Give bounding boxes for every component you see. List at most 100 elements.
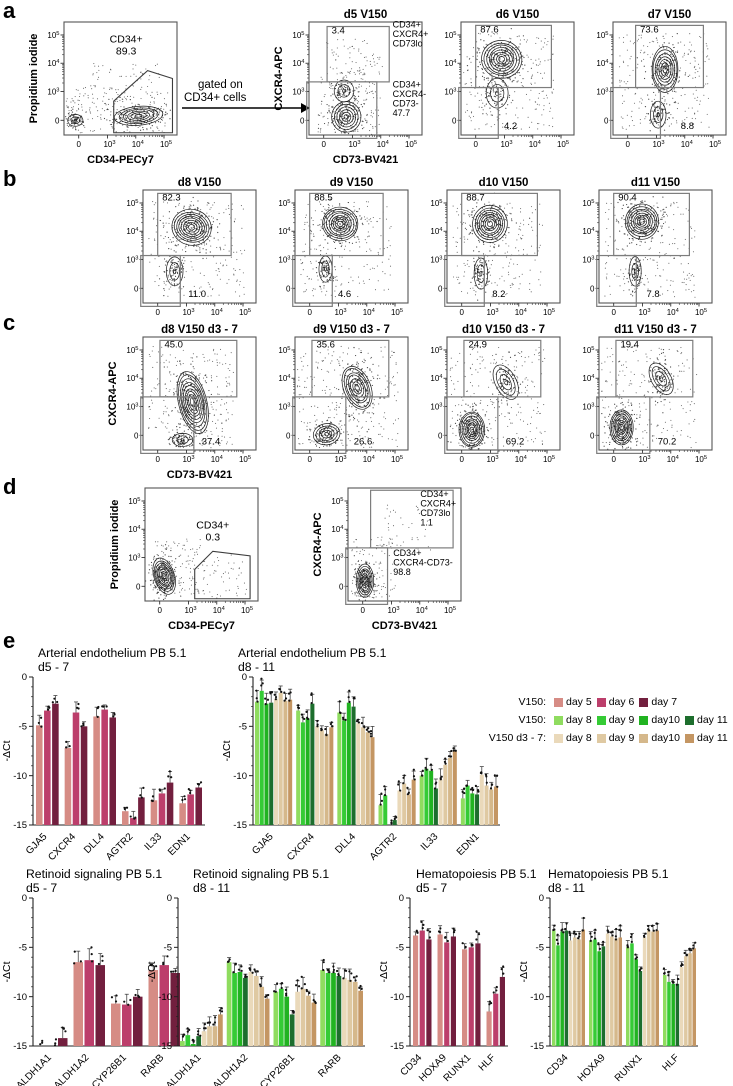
chart-y-axis-label: -ΔCt — [378, 961, 390, 982]
bar — [443, 764, 448, 825]
legend-swatch-icon — [554, 715, 563, 725]
svg-text:0: 0 — [438, 284, 443, 293]
bar — [479, 774, 484, 825]
legend-row-1: V150: day 5 day 6 day 7 — [488, 696, 733, 708]
svg-text:105: 105 — [126, 199, 138, 208]
bar — [232, 972, 237, 1046]
bar — [259, 986, 265, 1046]
legend-item-label: day 6 — [608, 696, 635, 708]
gate-rect — [157, 192, 232, 257]
flow-y-axis-label: Propidium iodide — [109, 500, 121, 590]
gate-rect — [596, 396, 651, 454]
svg-text:105: 105 — [239, 308, 251, 317]
bar — [411, 779, 416, 825]
chart-title: Retinoid signaling PB 5.1 — [193, 867, 329, 881]
bar-chart-2: Arterial endothelium PB 5.1 d8 - 11 0 -5 -10… — [212, 645, 512, 874]
svg-text:103: 103 — [103, 140, 115, 149]
bar — [610, 936, 614, 1046]
category-label: EDN1 — [166, 831, 193, 858]
gate-rect — [159, 339, 238, 398]
svg-text:0: 0 — [300, 116, 305, 125]
svg-text:105: 105 — [47, 31, 59, 40]
bar — [493, 786, 498, 825]
bar — [651, 931, 655, 1046]
bar — [226, 962, 232, 1046]
legend-item-label: day10 — [651, 714, 680, 726]
chart-title: Hematopoiesis PB 5.1 — [548, 867, 669, 881]
category-label: HLF — [660, 1052, 681, 1073]
category-label: IL33 — [419, 831, 441, 853]
svg-text:103: 103 — [292, 87, 304, 96]
flow-x-axis-label: CD73-BV421 — [167, 469, 232, 481]
bar — [315, 726, 320, 825]
gate-rect — [140, 396, 195, 454]
bar — [647, 930, 651, 1046]
svg-text:104: 104 — [681, 140, 694, 149]
bar-chart-3: Retinoid signaling PB 5.1 d5 - 7 0 -5 -10 -15… — [0, 866, 195, 1086]
legend-swatch-icon — [639, 733, 649, 743]
panel-label-d: d — [3, 474, 17, 499]
flow-x-axis-label: CD73-BV421 — [333, 154, 398, 166]
flow-plot-title: d10 V150 d3 - 7 — [462, 324, 545, 336]
bar — [101, 709, 108, 825]
category-label: ALDH1A1 — [164, 1052, 204, 1086]
bar — [577, 939, 581, 1046]
panel-label-c: c — [3, 310, 16, 335]
gate-percentage: 11.0 — [188, 289, 206, 300]
chart-subtitle: d5 - 7 — [26, 881, 57, 895]
bar — [248, 972, 254, 1046]
arrow-head-icon — [301, 103, 310, 113]
chart-y-axis-label: -ΔCt — [518, 961, 530, 982]
gate-percentage: 69.2 — [506, 436, 525, 447]
gate-label: 0.3 — [205, 532, 220, 544]
bar — [679, 967, 684, 1046]
bar — [264, 998, 270, 1046]
bar — [187, 794, 194, 825]
gate-rect — [463, 339, 542, 398]
legend-swatch-icon — [554, 733, 563, 743]
svg-text:105: 105 — [557, 140, 569, 149]
bar — [605, 933, 610, 1046]
bar — [556, 945, 560, 1046]
legend-item-label: day 8 — [566, 732, 592, 744]
bar — [692, 948, 696, 1046]
bar — [306, 995, 311, 1046]
bar — [568, 940, 573, 1046]
flow-plot-d2: 0 0 103 103 104 104 105 105 CXCR4-APC CD73-BV421 C… — [312, 482, 469, 640]
flow-y-axis-label: CXCR4-APC — [273, 46, 285, 110]
flow-plot-title: d11 V150 — [631, 177, 680, 189]
svg-text:105: 105 — [405, 140, 417, 149]
bar-chart-5: Hematopoiesis PB 5.1 d5 - 7 0 -5 -10 -15 -ΔCt C… — [378, 866, 578, 1086]
flow-plot-a3: d6 V150 0 0 103 103 104 104 105 105 87.6 4.2 — [438, 6, 582, 156]
chart-subtitle: d8 - 11 — [193, 881, 230, 895]
bar — [667, 981, 671, 1046]
svg-text:105: 105 — [709, 140, 721, 149]
bar — [638, 971, 643, 1046]
flow-plot-title: d8 V150 — [178, 177, 221, 189]
bar — [618, 937, 622, 1046]
gate-label: 89.3 — [116, 45, 137, 57]
bar — [402, 783, 407, 825]
flow-plot-title: d7 V150 — [648, 9, 691, 21]
bar-chart-1: Arterial endothelium PB 5.1 d5 - 7 0 -5 -10-… — [0, 645, 212, 874]
bar — [288, 699, 293, 825]
bar — [413, 935, 419, 1046]
legend-swatch-icon — [554, 697, 563, 707]
bar — [486, 1011, 492, 1046]
bar — [365, 732, 370, 825]
category-label: ALDH1A1 — [15, 1052, 55, 1086]
bar — [581, 929, 585, 1046]
bar — [419, 930, 425, 1046]
bar — [433, 788, 438, 825]
gate-percentage: 4.2 — [504, 121, 517, 132]
population-annotation: CD34+ — [420, 489, 448, 499]
bar — [190, 1044, 196, 1046]
svg-text:103: 103 — [638, 308, 650, 317]
gate-polygon — [194, 550, 251, 600]
bar — [642, 937, 647, 1046]
bar — [493, 993, 499, 1046]
bar — [341, 977, 347, 1046]
gate-rect — [306, 81, 378, 139]
svg-text:0: 0 — [452, 116, 457, 125]
bar — [675, 983, 680, 1046]
